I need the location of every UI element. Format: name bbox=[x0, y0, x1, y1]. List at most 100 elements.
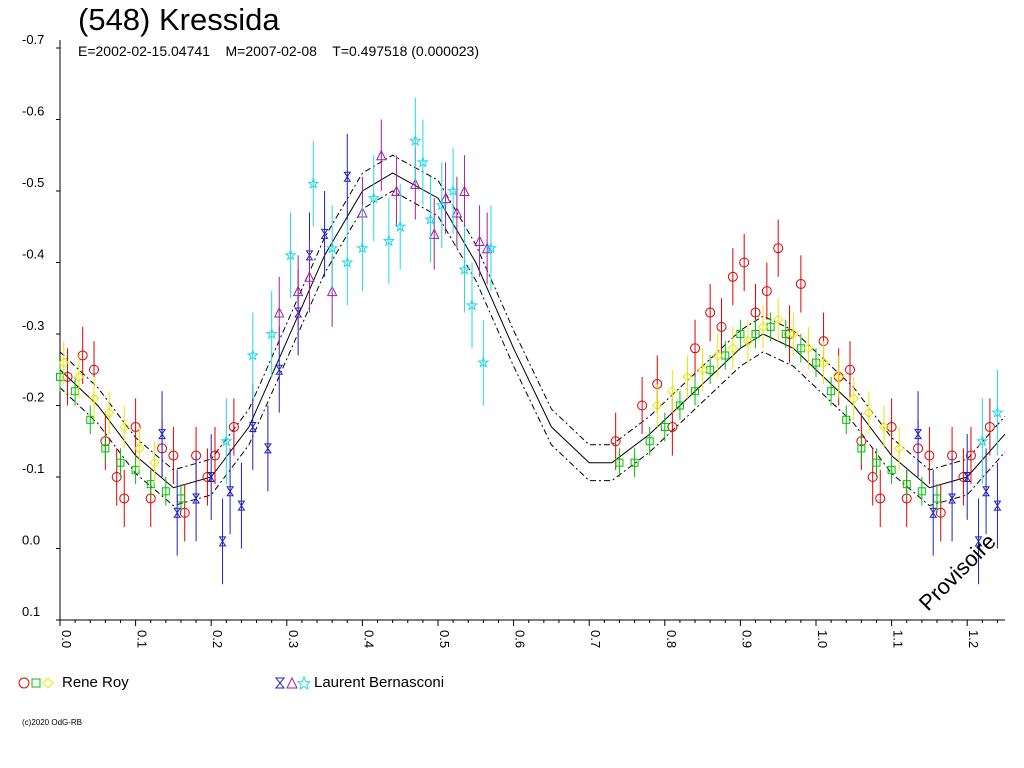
data-point-hourglass bbox=[158, 429, 166, 440]
data-point-hourglass bbox=[173, 507, 182, 518]
data-point-circle bbox=[845, 364, 856, 375]
data-point-hourglass bbox=[218, 536, 227, 547]
data-point-circle bbox=[739, 257, 750, 268]
fit-curve-upper bbox=[59, 154, 1006, 471]
x-tick-label: 0.5 bbox=[437, 630, 452, 648]
y-tick-label: 0.1 bbox=[22, 604, 40, 619]
data-point-diamond bbox=[697, 364, 708, 375]
data-point-square bbox=[827, 387, 836, 396]
data-point-circle bbox=[886, 421, 897, 432]
data-point-square bbox=[101, 444, 110, 453]
x-tick-label: 0.6 bbox=[513, 630, 528, 648]
data-point-square bbox=[645, 437, 654, 446]
data-point-star bbox=[246, 348, 259, 361]
data-point-square bbox=[902, 480, 911, 489]
data-point-circle bbox=[202, 472, 213, 482]
data-point-diamond bbox=[652, 400, 663, 411]
data-point-diamond bbox=[682, 371, 693, 383]
data-point-circle bbox=[727, 271, 738, 282]
data-point-hourglass bbox=[248, 421, 257, 432]
data-point-diamond bbox=[863, 407, 875, 418]
data-point-star bbox=[465, 298, 479, 311]
data-point-diamond bbox=[742, 335, 754, 347]
data-point-star bbox=[446, 184, 460, 197]
data-point-circle bbox=[77, 350, 88, 361]
data-point-square bbox=[751, 330, 760, 338]
data-point-circle bbox=[179, 507, 190, 518]
data-point-star bbox=[325, 241, 339, 254]
data-point-circle bbox=[716, 321, 727, 332]
data-point-diamond bbox=[788, 328, 799, 340]
data-point-circle bbox=[89, 364, 100, 375]
data-point-star bbox=[424, 213, 437, 225]
data-point-hourglass bbox=[263, 443, 272, 454]
x-tick-label: 0.3 bbox=[286, 630, 301, 648]
data-point-circle bbox=[690, 343, 701, 354]
x-tick-label: 1.0 bbox=[815, 630, 830, 648]
data-point-square bbox=[116, 458, 125, 467]
data-point-star bbox=[220, 434, 233, 447]
data-point-star bbox=[435, 198, 448, 211]
data-point-square bbox=[615, 458, 624, 467]
data-point-circle bbox=[761, 286, 772, 297]
data-point-star bbox=[341, 255, 354, 268]
data-point-diamond bbox=[893, 443, 905, 454]
data-point-hourglass bbox=[929, 507, 938, 518]
data-point-diamond bbox=[149, 457, 160, 468]
data-point-circle bbox=[958, 472, 969, 482]
data-point-diamond bbox=[803, 343, 814, 354]
data-point-square bbox=[842, 415, 851, 424]
data-point-circle bbox=[119, 493, 130, 504]
data-point-hourglass bbox=[320, 228, 329, 239]
data-point-circle bbox=[795, 278, 806, 289]
fit-curve bbox=[59, 172, 1006, 489]
data-point-hourglass bbox=[207, 472, 216, 482]
data-point-circle bbox=[209, 450, 220, 461]
data-point-star bbox=[477, 356, 490, 368]
x-tick-label: 1.2 bbox=[966, 630, 981, 648]
data-point-diamond bbox=[757, 321, 769, 333]
data-point-hourglass bbox=[226, 486, 235, 497]
data-point-hourglass bbox=[237, 500, 246, 511]
legend-item-laurent-bernasconi: Laurent Bernasconi bbox=[274, 674, 444, 691]
data-point-circle bbox=[750, 307, 761, 318]
data-point-star bbox=[416, 155, 430, 168]
data-point-diamond bbox=[667, 385, 678, 397]
data-point-square bbox=[857, 444, 866, 453]
data-point-square bbox=[691, 387, 700, 396]
data-point-star bbox=[307, 177, 320, 190]
x-tick-label: 1.1 bbox=[891, 630, 906, 648]
y-tick-label: -0.4 bbox=[22, 247, 44, 262]
data-point-hourglass bbox=[305, 250, 314, 261]
data-point-square bbox=[161, 487, 170, 496]
data-point-hourglass bbox=[343, 171, 352, 182]
data-point-triangle bbox=[391, 185, 402, 196]
data-point-circle bbox=[228, 421, 239, 432]
provisional-stamp: Provisoire bbox=[914, 529, 1001, 616]
data-point-hourglass bbox=[974, 536, 983, 547]
data-point-diamond bbox=[134, 443, 145, 454]
data-point-diamond bbox=[119, 421, 130, 433]
data-point-diamond bbox=[73, 371, 85, 383]
data-point-square bbox=[660, 422, 669, 431]
fit-curve-lower bbox=[59, 190, 1006, 507]
data-point-circle bbox=[875, 493, 886, 504]
data-point-diamond bbox=[833, 371, 844, 383]
data-point-hourglass bbox=[294, 307, 303, 318]
data-point-diamond bbox=[818, 357, 829, 368]
data-point-triangle bbox=[292, 285, 304, 297]
data-point-diamond bbox=[848, 393, 860, 404]
data-point-hourglass bbox=[275, 364, 284, 375]
data-point-triangle bbox=[304, 271, 315, 282]
data-point-circle bbox=[610, 436, 621, 447]
y-tick-label: -0.6 bbox=[22, 104, 44, 119]
data-point-star bbox=[284, 248, 297, 261]
data-point-diamond bbox=[878, 421, 890, 433]
data-point-hourglass bbox=[948, 493, 957, 504]
data-point-diamond bbox=[103, 407, 115, 418]
data-point-square bbox=[630, 458, 639, 467]
copyright-note: (c)2020 OdG-RB bbox=[22, 718, 83, 727]
y-tick-label: -0.3 bbox=[22, 318, 44, 333]
data-point-circle bbox=[965, 450, 976, 461]
y-tick-label: 0.0 bbox=[22, 533, 40, 548]
